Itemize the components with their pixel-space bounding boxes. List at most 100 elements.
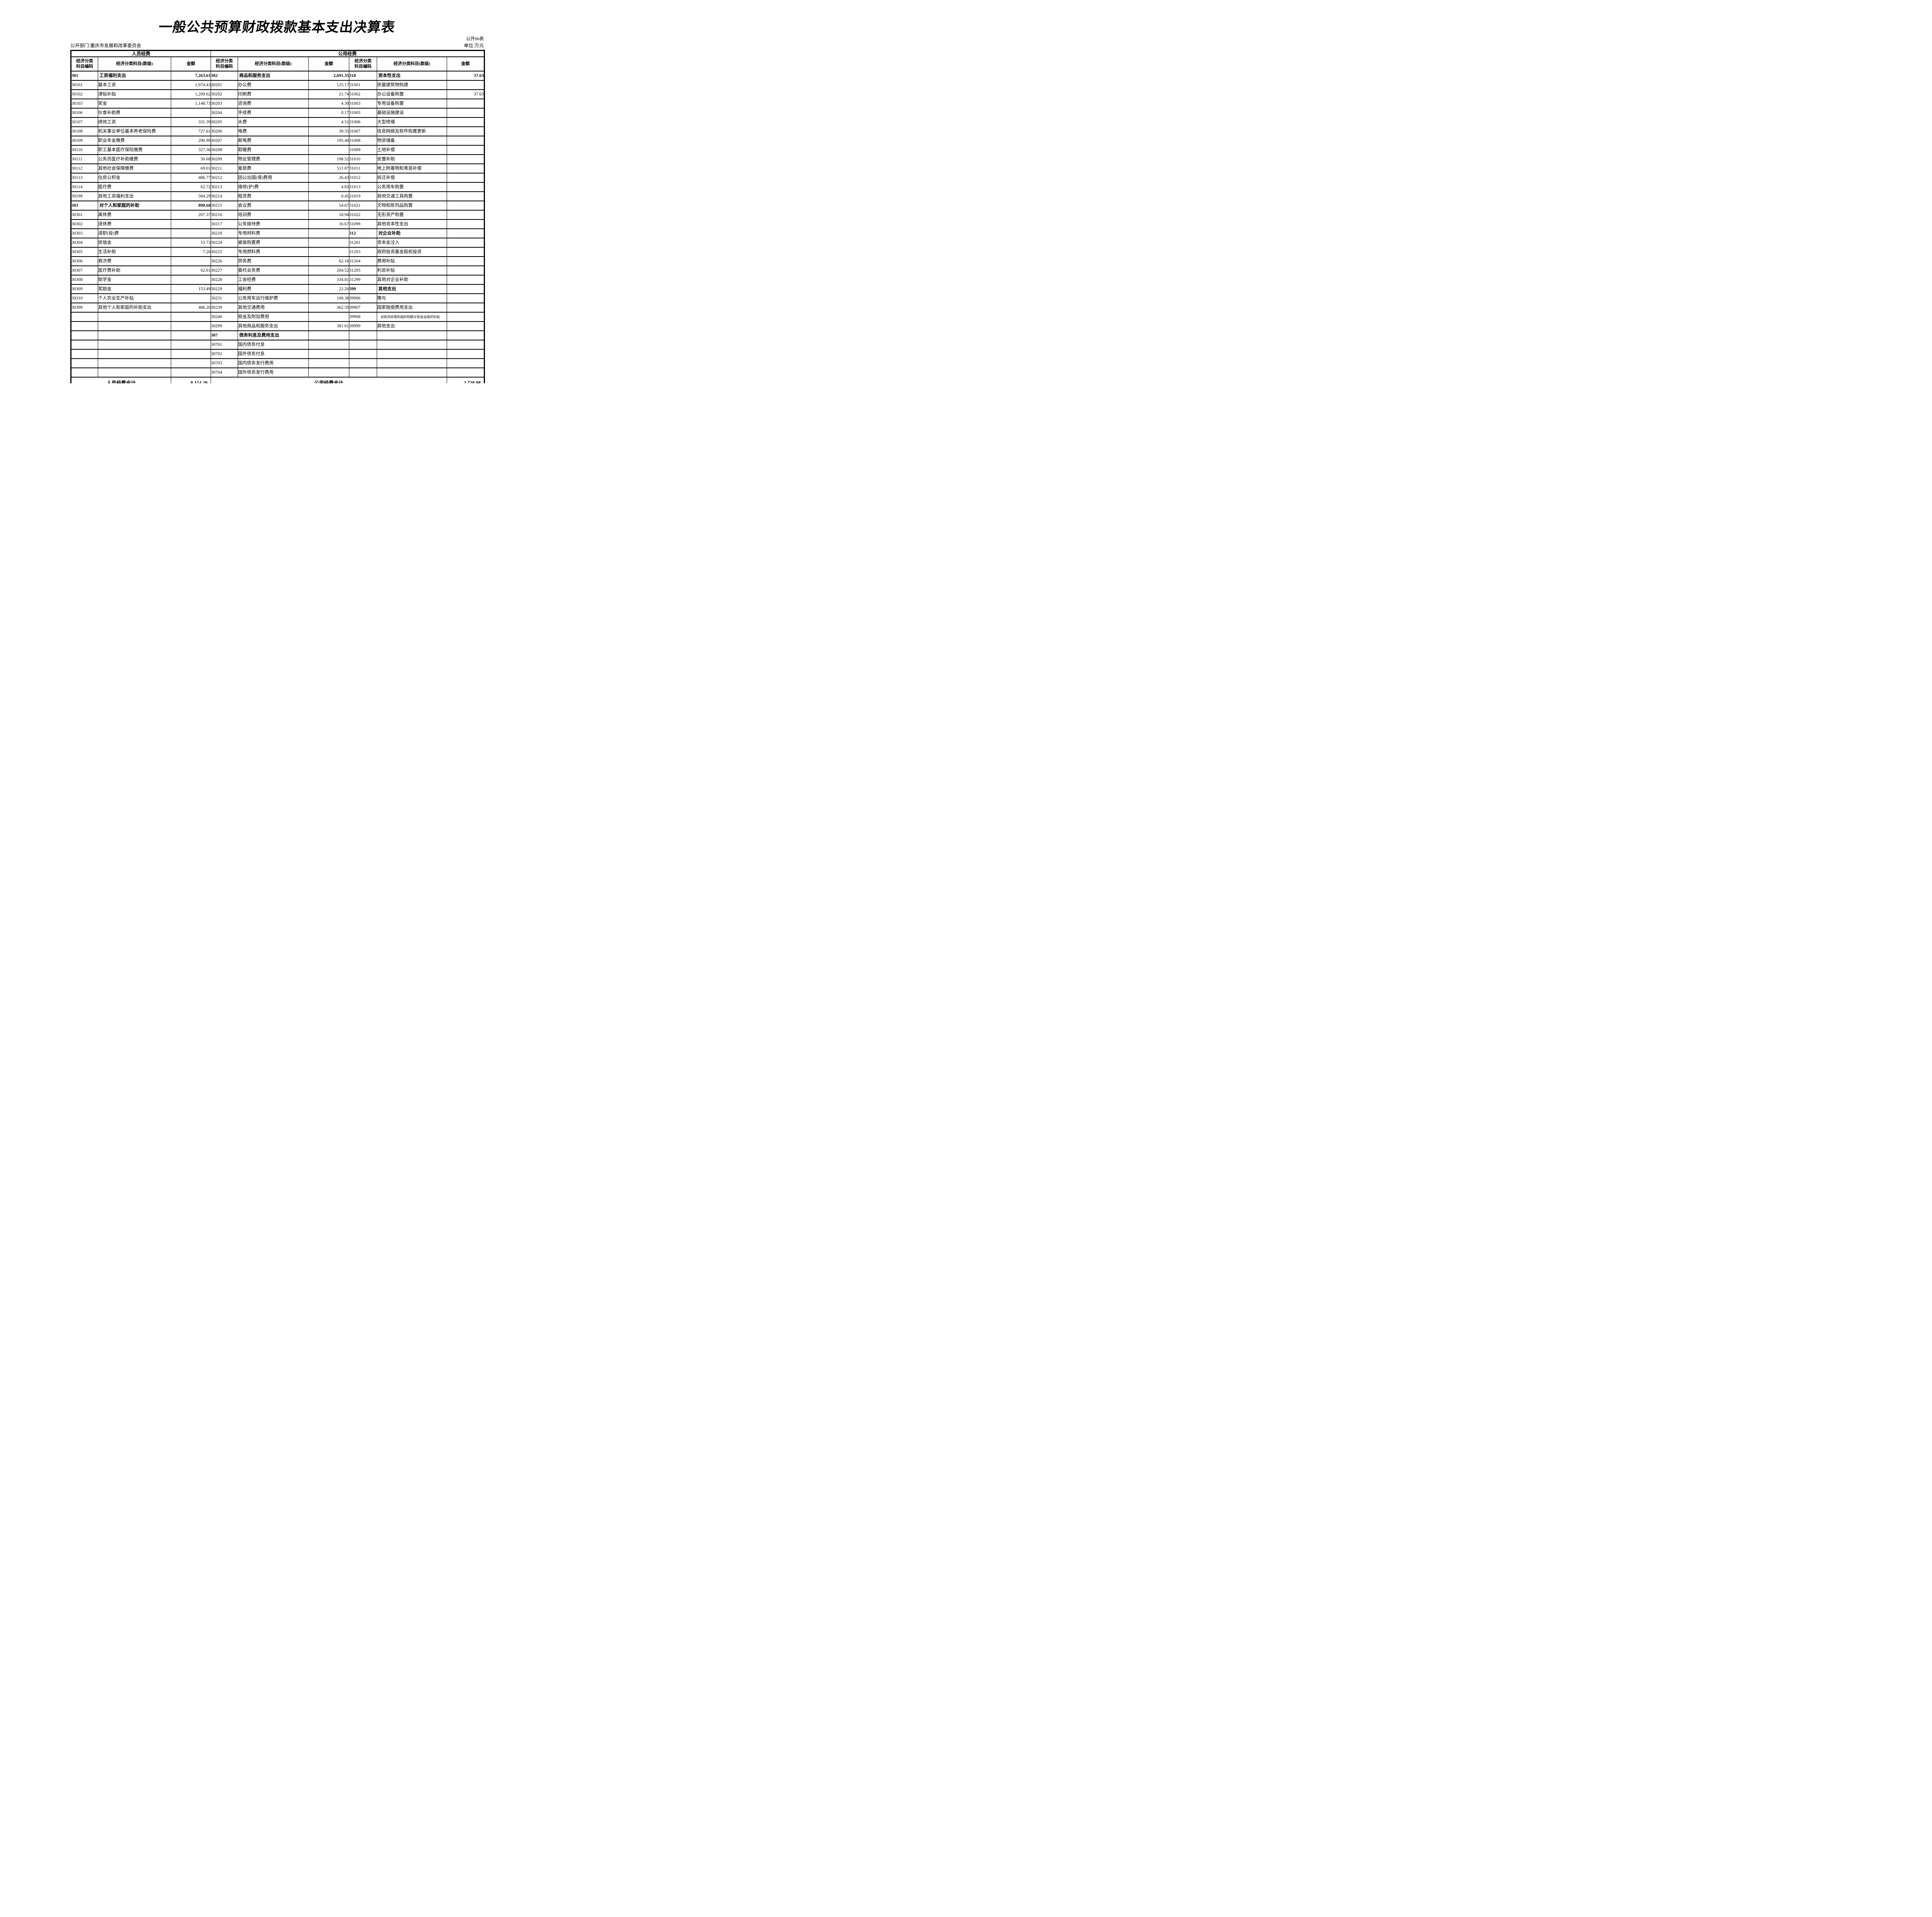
amount-cell [308, 238, 349, 248]
code-cell: 307 [211, 330, 238, 340]
subject-cell: 专用设备购置 [377, 99, 447, 109]
subject-cell: 绩效工资 [98, 117, 171, 127]
amount-cell: 334.81 [308, 275, 349, 285]
subject-cell: 其他交通工具购置 [377, 191, 447, 201]
code-cell: 31001 [349, 80, 377, 90]
code-cell: 30240 [211, 312, 238, 322]
col-header-subject-1: 经济分类科目(款级) [98, 56, 171, 71]
subject-cell: 办公费 [238, 80, 309, 90]
code-cell: 30106 [71, 108, 98, 118]
amount-cell: 0.45 [308, 191, 349, 201]
totals-row: 人员经费合计 8,154.20 公用经费合计 2,728.98 [71, 377, 485, 383]
amount-cell: 331.39 [171, 117, 211, 127]
subject-cell: 利息补贴 [377, 265, 447, 276]
code-cell: 30218 [211, 228, 238, 238]
amount-cell [446, 358, 485, 368]
code-cell: 30224 [211, 238, 238, 248]
subject-cell: 对企业补助 [377, 228, 447, 238]
subject-cell: 房屋建筑物购建 [377, 80, 447, 90]
amount-cell [446, 265, 485, 276]
subject-cell: 其他支出 [377, 321, 447, 331]
amount-cell [446, 163, 485, 173]
code-cell: 302 [211, 71, 238, 81]
department-label: 公开部门:重庆市发展和改革委员会 [70, 43, 141, 48]
amount-cell [446, 321, 485, 331]
amount-cell: 62.16 [308, 256, 349, 266]
sheet-number-label: 公开06表 [466, 37, 484, 41]
code-cell: 31009 [349, 145, 377, 155]
amount-cell [446, 80, 485, 90]
subject-cell [98, 349, 171, 359]
code-cell: 31201 [349, 238, 377, 248]
subject-cell: 其他交通费用 [238, 303, 309, 313]
amount-cell [446, 275, 485, 285]
amount-cell [446, 312, 485, 322]
subject-cell: 奖励金 [98, 284, 171, 294]
amount-cell [308, 228, 349, 238]
amount-cell [446, 303, 485, 313]
amount-cell [446, 349, 485, 359]
subject-cell: 工会经费 [238, 275, 309, 285]
code-cell: 31013 [349, 182, 377, 192]
amount-cell [446, 154, 485, 164]
subject-cell: 地上附着物和青苗补偿 [377, 163, 447, 173]
code-cell: 30102 [71, 89, 98, 99]
subject-cell: 印刷费 [238, 89, 309, 99]
subject-cell: 对个人和家庭的补助 [98, 201, 171, 211]
subject-cell: 商品和服务支出 [238, 71, 309, 81]
amount-cell: 0.17 [308, 108, 349, 118]
group-header-personnel: 人员经费 [71, 50, 211, 57]
subject-cell: 文物和陈列品购置 [377, 201, 447, 211]
table-row: 30305 生活补助 7.20 30225 专用燃料费 31203 政府投资基金股权投资 [71, 247, 485, 257]
subject-cell: 手续费 [238, 108, 309, 118]
subject-cell: 其他对企业补助 [377, 275, 447, 285]
amount-cell [171, 275, 211, 285]
subject-cell: 对民间非营利组织和群众性自治组织补贴 [377, 312, 447, 322]
code-cell: 30203 [211, 99, 238, 109]
amount-cell: 153.49 [171, 284, 211, 294]
subject-cell: 津贴补贴 [98, 89, 171, 99]
code-cell: 31003 [349, 99, 377, 109]
subject-cell: 其他个人和家庭的补助支出 [98, 303, 171, 313]
amount-cell: 362.59 [308, 303, 349, 313]
code-cell [71, 358, 98, 368]
code-cell: 31022 [349, 210, 377, 220]
amount-cell: 62.61 [171, 265, 211, 276]
amount-cell [446, 367, 485, 378]
code-cell [349, 349, 377, 359]
subject-cell: 取暖费 [238, 145, 309, 155]
amount-cell: 198.52 [308, 154, 349, 164]
group-header-public: 公用经费 [210, 50, 485, 57]
code-cell: 30231 [211, 293, 238, 303]
subject-cell [377, 330, 447, 340]
table-row: 30111 公务员医疗补助缴费 50.68 30209 物业管理费 198.52 31010… [71, 154, 485, 164]
subject-cell: 国内债务付息 [238, 340, 309, 350]
subject-cell: 资本金注入 [377, 238, 447, 248]
subject-cell: 奖金 [98, 99, 171, 109]
code-cell: 30704 [211, 367, 238, 378]
amount-cell [446, 330, 485, 340]
table-row: 30301 离休费 207.37 30216 培训费 18.94 31022 无形资产购置 [71, 210, 485, 220]
public-total-amount: 2,728.98 [446, 377, 485, 383]
subject-cell [98, 312, 171, 322]
amount-cell [308, 358, 349, 368]
amount-cell [171, 367, 211, 378]
amount-cell [171, 256, 211, 266]
code-cell: 30216 [211, 210, 238, 220]
code-cell: 30204 [211, 108, 238, 118]
amount-cell [308, 312, 349, 322]
table-row: 30703 国内债务发行费用 [71, 358, 485, 368]
amount-cell: 4.83 [308, 182, 349, 192]
amount-cell [171, 293, 211, 303]
public-total-label: 公用经费合计 [211, 377, 447, 383]
amount-cell [446, 284, 485, 294]
code-cell: 399 [349, 284, 377, 294]
subject-cell: 其他商品和服务支出 [238, 321, 309, 331]
table-row: 30306 救济费 30226 劳务费 62.16 31204 费用补贴 [71, 256, 485, 266]
code-cell: 30207 [211, 136, 238, 146]
amount-cell: 37.63 [446, 89, 485, 99]
table-row: 30399 其他个人和家庭的补助支出 406.20 30239 其他交通费用 362.59… [71, 303, 485, 313]
subject-cell: 基本工资 [98, 80, 171, 90]
code-cell: 30299 [211, 321, 238, 331]
code-cell [71, 367, 98, 378]
